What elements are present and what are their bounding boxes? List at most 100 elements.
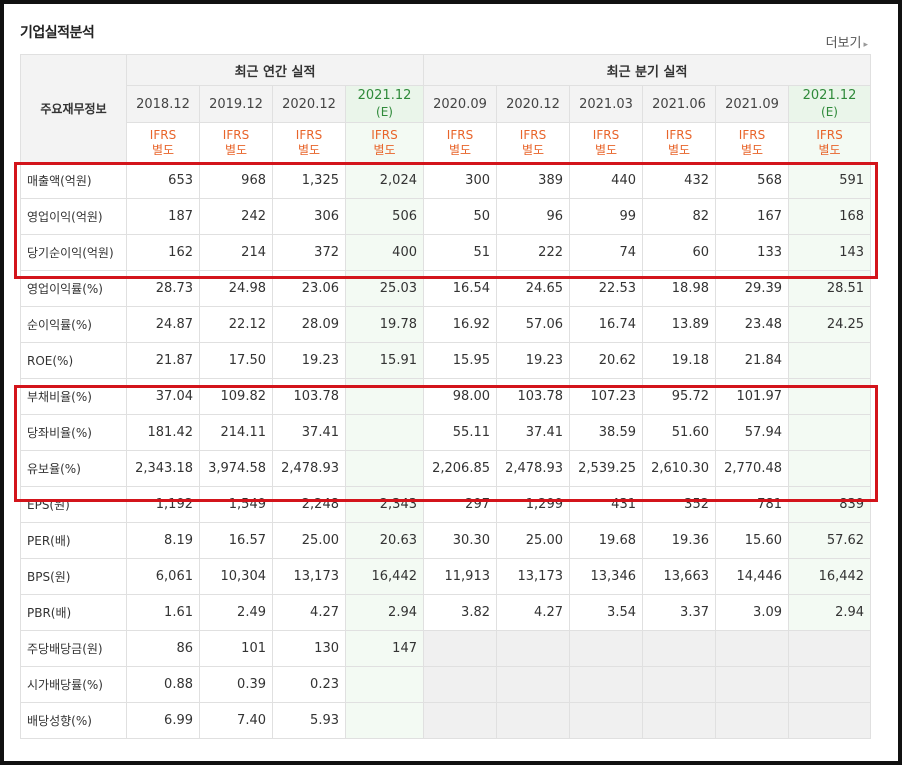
ifrs-label: IFRS 별도 xyxy=(423,122,497,163)
table-cell: 22.12 xyxy=(199,306,273,343)
row-label: 영업이익률(%) xyxy=(20,270,127,307)
period-header: 2020.09 xyxy=(423,85,497,123)
row-label: BPS(원) xyxy=(20,558,127,595)
table-cell xyxy=(787,378,872,415)
table-cell: 19.78 xyxy=(345,306,424,343)
empty-cell xyxy=(569,666,643,703)
table-row: 영업이익률(%) 28.73 24.98 23.06 25.03 16.54 24.65 22… xyxy=(20,270,872,307)
table-cell: 168 xyxy=(787,198,872,235)
table-cell: 57.94 xyxy=(715,414,789,451)
table-cell: 15.91 xyxy=(345,342,424,379)
table-cell: 7.40 xyxy=(199,702,273,739)
table-cell: 3.09 xyxy=(715,594,789,631)
period-header: 2021.09 xyxy=(715,85,789,123)
period-header: 2020.12 xyxy=(496,85,570,123)
table-cell: 653 xyxy=(126,162,200,199)
table-cell: 16.54 xyxy=(423,270,497,307)
period-header: 2021.03 xyxy=(569,85,643,123)
ifrs-label: IFRS 별도 xyxy=(496,122,570,163)
corner-label: 주요재무정보 xyxy=(20,54,127,163)
empty-cell xyxy=(496,666,570,703)
table-cell: 24.65 xyxy=(496,270,570,307)
table-cell: 11,913 xyxy=(423,558,497,595)
table-cell: 13.89 xyxy=(642,306,716,343)
table-cell: 143 xyxy=(787,234,872,271)
table-cell: 0.88 xyxy=(126,666,200,703)
empty-cell xyxy=(642,666,716,703)
row-label: EPS(원) xyxy=(20,486,127,523)
table-cell: 109.82 xyxy=(199,378,273,415)
table-cell: 96 xyxy=(496,198,570,235)
table-cell: 21.87 xyxy=(126,342,200,379)
row-label: 당기순이익(억원) xyxy=(20,234,127,271)
table-cell: 22.53 xyxy=(569,270,643,307)
empty-cell xyxy=(715,702,789,739)
table-cell: 2,770.48 xyxy=(715,450,789,487)
table-cell: 1.61 xyxy=(126,594,200,631)
table-cell: 8.19 xyxy=(126,522,200,559)
ifrs-label: IFRS 별도 xyxy=(199,122,273,163)
table-cell xyxy=(787,450,872,487)
table-cell: 6.99 xyxy=(126,702,200,739)
table-row: 부채비율(%) 37.04 109.82 103.78 98.00 103.78 107.2… xyxy=(20,378,872,415)
ifrs-label: IFRS 별도 xyxy=(272,122,346,163)
ifrs-row: IFRS 별도 IFRS 별도 IFRS 별도 IFRS 별도 IFRS 별도 IFRS 별도 IFRS… xyxy=(21,122,872,163)
table-row: 순이익률(%) 24.87 22.12 28.09 19.78 16.92 57.06 16.… xyxy=(20,306,872,343)
row-label: ROE(%) xyxy=(20,342,127,379)
table-row: 당좌비율(%) 181.42 214.11 37.41 55.11 37.41 38.59 5… xyxy=(20,414,872,451)
table-cell: 13,346 xyxy=(569,558,643,595)
table-cell: 1,299 xyxy=(496,486,570,523)
table-cell: 28.09 xyxy=(272,306,346,343)
more-link[interactable]: 더보기 ▸ xyxy=(826,32,868,51)
table-cell: 57.62 xyxy=(787,522,872,559)
empty-cell xyxy=(787,630,872,667)
table-cell: 300 xyxy=(423,162,497,199)
table-row: 주당배당금(원) 86 101 130 147 xyxy=(20,630,872,667)
table-cell: 839 xyxy=(787,486,872,523)
table-cell: 24.98 xyxy=(199,270,273,307)
table-row: 당기순이익(억원) 162 214 372 400 51 222 74 60 133 143 xyxy=(20,234,872,271)
empty-cell xyxy=(496,630,570,667)
table-cell: 187 xyxy=(126,198,200,235)
table-cell: 13,663 xyxy=(642,558,716,595)
table-cell: 101.97 xyxy=(715,378,789,415)
table-cell: 506 xyxy=(345,198,424,235)
table-cell: 3.82 xyxy=(423,594,497,631)
table-cell xyxy=(345,702,424,739)
table-cell: 14,446 xyxy=(715,558,789,595)
table-cell: 147 xyxy=(345,630,424,667)
period-row: 2018.12 2019.12 2020.12 2021.12 (E) 2020.09 20… xyxy=(21,85,872,123)
table-cell: 2,343 xyxy=(345,486,424,523)
empty-cell xyxy=(642,702,716,739)
row-label: 유보율(%) xyxy=(20,450,127,487)
table-cell: 21.84 xyxy=(715,342,789,379)
table-cell: 37.04 xyxy=(126,378,200,415)
table-cell: 25.00 xyxy=(272,522,346,559)
row-label: 영업이익(억원) xyxy=(20,198,127,235)
row-label: 주당배당금(원) xyxy=(20,630,127,667)
table-cell: 17.50 xyxy=(199,342,273,379)
table-cell xyxy=(787,414,872,451)
table-cell: 16,442 xyxy=(787,558,872,595)
table-cell: 181.42 xyxy=(126,414,200,451)
table-cell: 24.87 xyxy=(126,306,200,343)
ifrs-label: IFRS 별도 xyxy=(787,122,872,163)
table-cell: 2,343.18 xyxy=(126,450,200,487)
table-cell: 28.73 xyxy=(126,270,200,307)
table-cell: 2,539.25 xyxy=(569,450,643,487)
table-cell: 74 xyxy=(569,234,643,271)
empty-cell xyxy=(423,702,497,739)
table-cell: 29.39 xyxy=(715,270,789,307)
table-cell: 2,478.93 xyxy=(272,450,346,487)
table-cell: 51 xyxy=(423,234,497,271)
table-cell: 55.11 xyxy=(423,414,497,451)
ifrs-label: IFRS 별도 xyxy=(345,122,424,163)
empty-cell xyxy=(569,630,643,667)
table-cell: 10,304 xyxy=(199,558,273,595)
table-cell: 242 xyxy=(199,198,273,235)
table-row: ROE(%) 21.87 17.50 19.23 15.91 15.95 19.23 20.6… xyxy=(20,342,872,379)
ifrs-label: IFRS 별도 xyxy=(642,122,716,163)
table-cell: 51.60 xyxy=(642,414,716,451)
table-cell: 19.36 xyxy=(642,522,716,559)
table-cell: 372 xyxy=(272,234,346,271)
